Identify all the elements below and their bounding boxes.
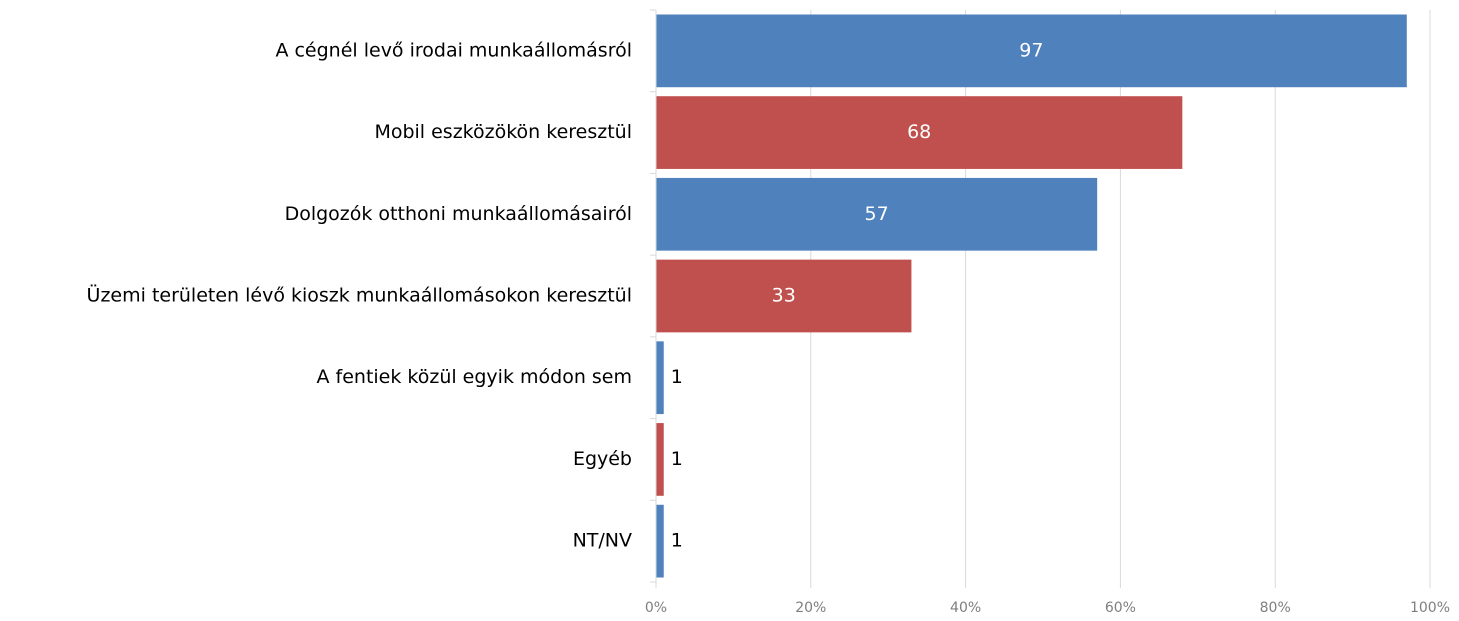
bar	[656, 504, 664, 578]
y-tick-label: Dolgozók otthoni munkaállomásairól	[285, 203, 632, 225]
y-tick-label: Üzemi területen lévő kioszk munkaállomás…	[87, 284, 632, 307]
bar	[656, 259, 912, 333]
x-tick-label: 40%	[950, 600, 981, 616]
bar	[656, 177, 1098, 251]
y-tick-label: Mobil eszközökön keresztül	[374, 121, 632, 143]
value-label: 68	[907, 121, 931, 143]
x-tick-label: 100%	[1410, 600, 1450, 616]
x-tick-label: 20%	[795, 600, 826, 616]
value-label: 97	[1019, 39, 1043, 61]
value-label: 33	[772, 285, 796, 307]
y-tick-label: Egyéb	[573, 448, 632, 470]
value-label: 57	[864, 203, 888, 225]
value-label: 1	[671, 530, 683, 552]
bar	[656, 14, 1407, 88]
bar	[656, 96, 1183, 169]
value-label: 1	[671, 448, 683, 470]
bar	[656, 423, 664, 496]
value-label: 1	[671, 366, 683, 388]
x-tick-label: 80%	[1260, 600, 1291, 616]
y-tick-label: NT/NV	[573, 530, 632, 552]
y-tick-label: A fentiek közül egyik módon sem	[316, 366, 632, 388]
x-tick-label: 0%	[645, 600, 667, 616]
bar	[656, 341, 664, 415]
y-tick-label: A cégnél levő irodai munkaállomásról	[275, 39, 632, 61]
x-tick-label: 60%	[1105, 600, 1136, 616]
